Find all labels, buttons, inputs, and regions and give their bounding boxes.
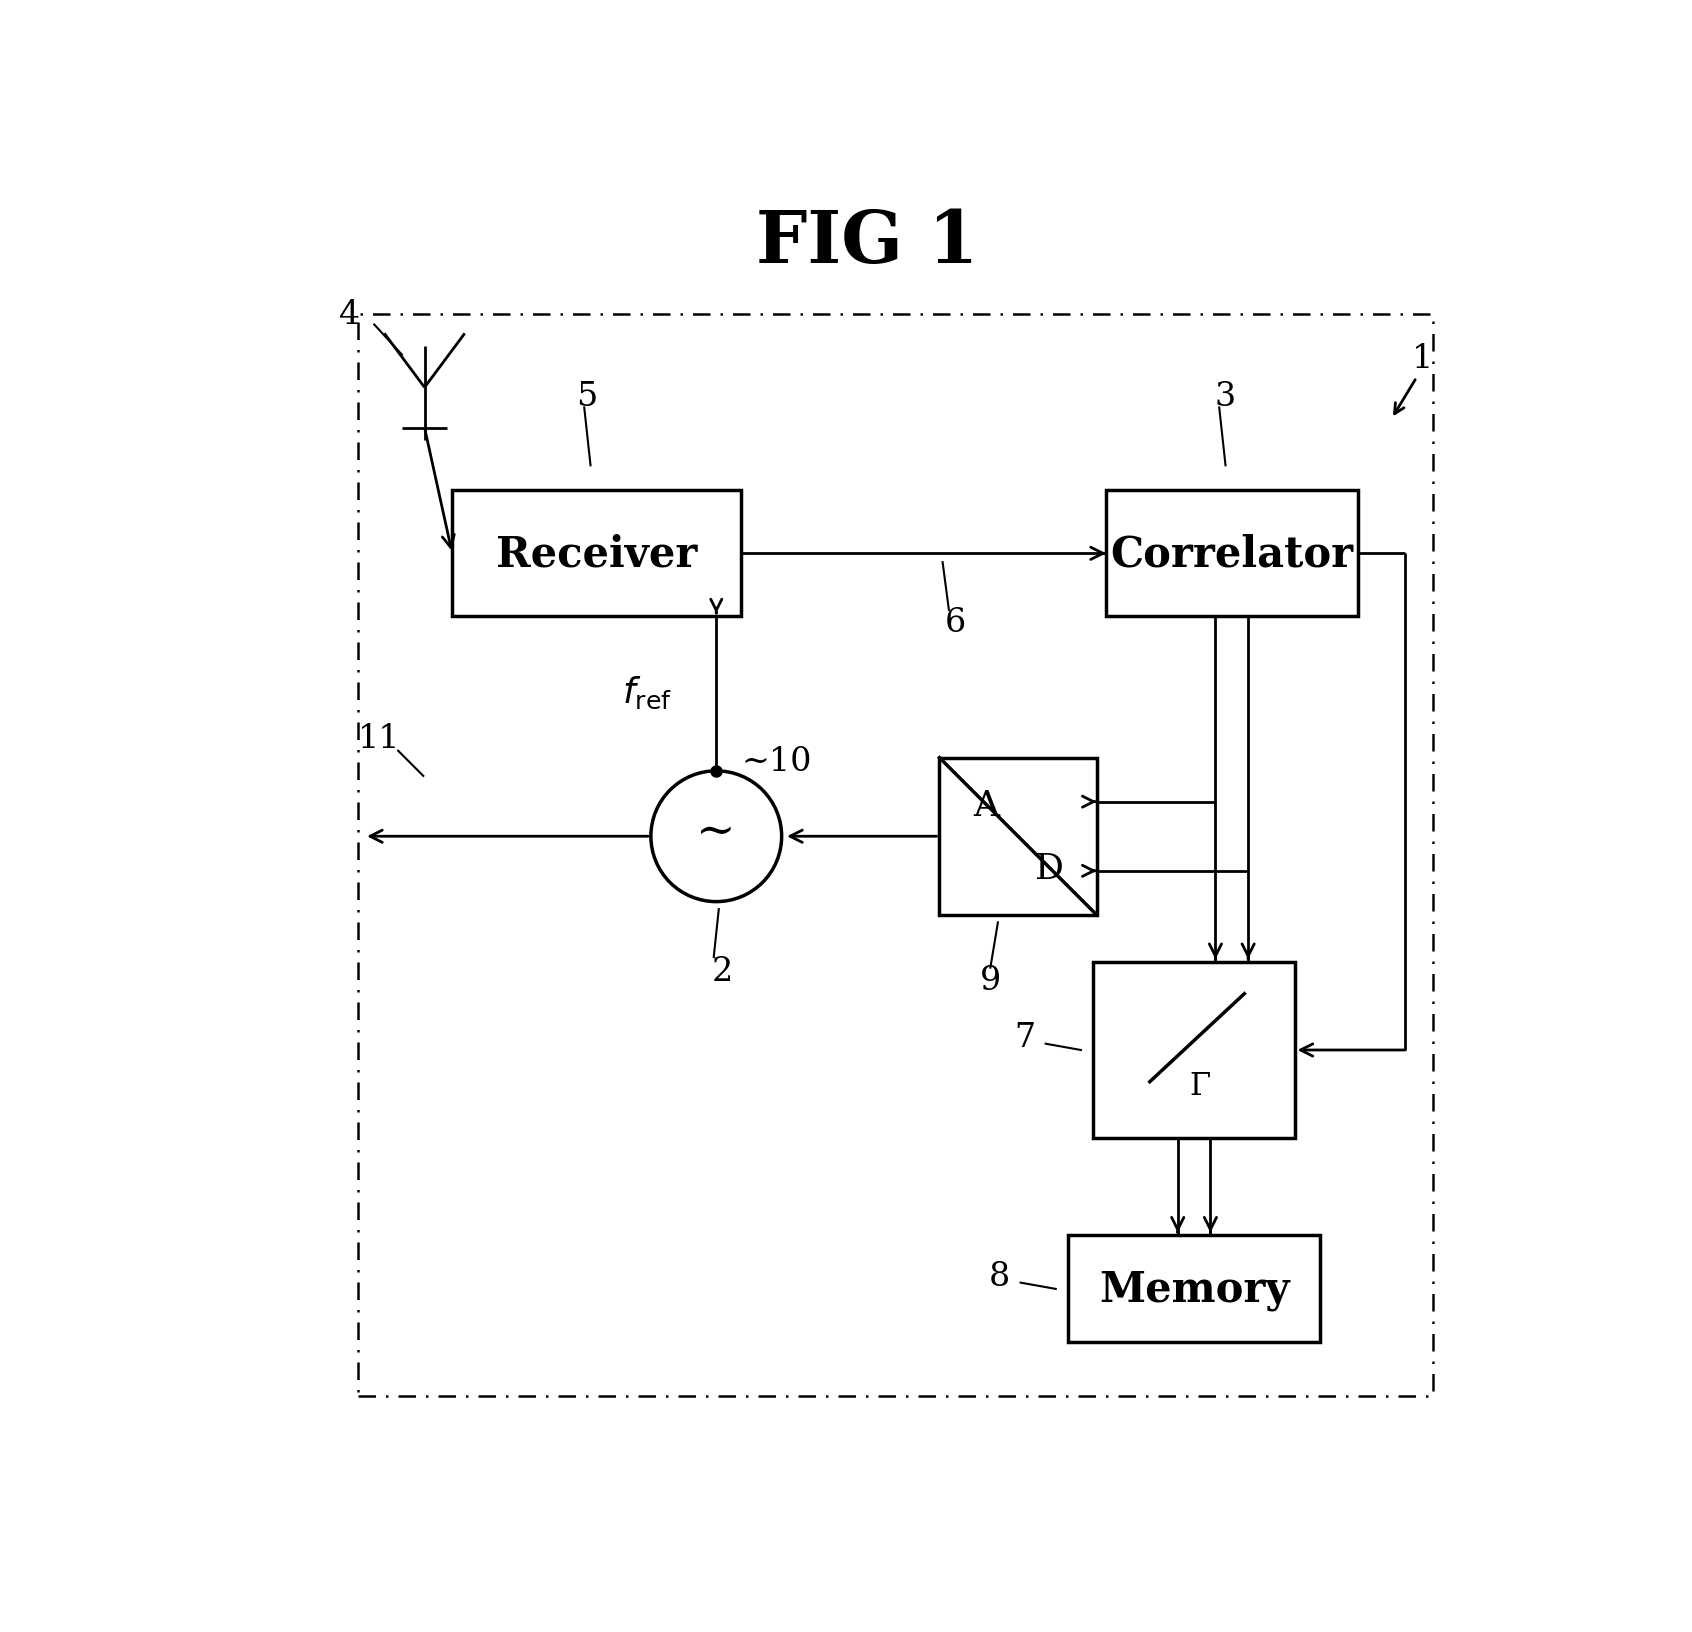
Text: Γ: Γ (1189, 1071, 1211, 1102)
Text: Correlator: Correlator (1110, 534, 1354, 574)
Bar (452, 491, 741, 617)
Text: 7: 7 (1014, 1022, 1036, 1054)
Bar (359, 315, 1433, 1395)
Text: 4: 4 (338, 299, 360, 331)
Text: A: A (973, 788, 1000, 823)
Bar (1068, 1235, 1320, 1343)
Bar (939, 759, 1096, 916)
Text: Receiver: Receiver (496, 534, 697, 574)
Text: 8: 8 (988, 1260, 1010, 1293)
Text: 11: 11 (359, 723, 401, 754)
Circle shape (651, 772, 782, 902)
Text: 9: 9 (980, 965, 1002, 997)
Text: ∼: ∼ (697, 809, 736, 854)
Text: 6: 6 (944, 607, 966, 640)
Text: 3: 3 (1215, 380, 1237, 413)
Bar (1093, 963, 1294, 1139)
Text: ~10: ~10 (741, 746, 812, 777)
Text: 2: 2 (712, 955, 733, 987)
Text: D: D (1036, 852, 1064, 885)
Text: FIG 1: FIG 1 (756, 207, 978, 277)
Text: $f_\mathrm{ref}$: $f_\mathrm{ref}$ (623, 674, 672, 710)
Text: Memory: Memory (1098, 1268, 1289, 1310)
Text: 5: 5 (575, 380, 597, 413)
Bar (1107, 491, 1357, 617)
Text: 1: 1 (1413, 343, 1433, 375)
